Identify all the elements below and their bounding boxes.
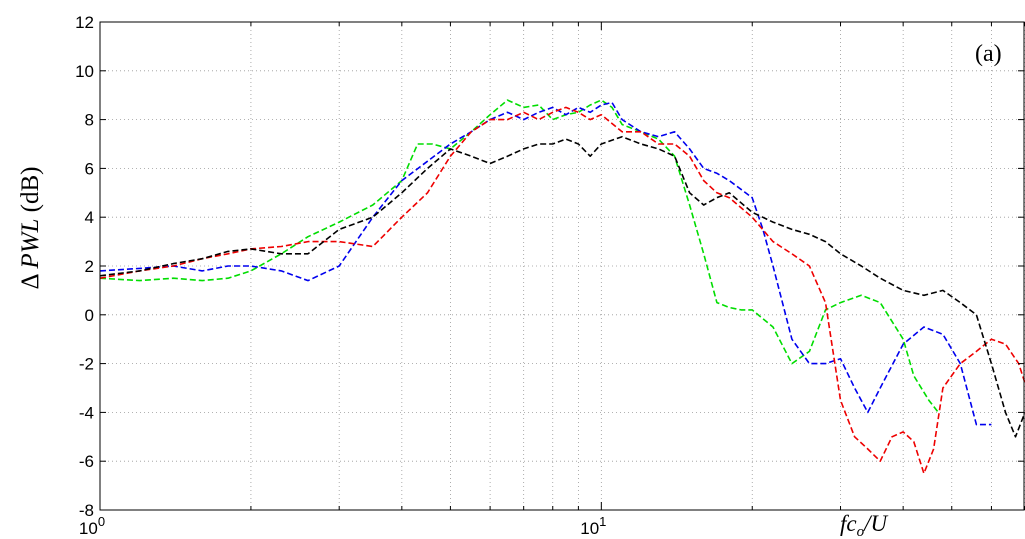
x-tick-label-0: 100 [79,514,105,538]
y-tick-label-4: 0 [85,306,94,325]
panel-label: (a) [975,41,1002,67]
y-tick-label-7: 6 [85,159,94,178]
y-tick-label-5: 2 [85,257,94,276]
y-tick-label-6: 4 [85,208,94,227]
x-axis-label: fco/U [840,511,888,539]
y-tick-label-8: 8 [85,111,94,130]
series-layer [99,99,1025,475]
x-axis-label-sub: o [857,524,865,539]
series-line-0 [99,99,939,413]
y-tick-label-3: -2 [79,355,94,374]
y-axis-label-suffix: (dB) [17,166,44,218]
y-axis: -8 -6 -4 -2 0 2 4 6 8 10 12 [75,13,1024,520]
y-tick-label-9: 10 [75,62,94,81]
y-axis-label-italic: PWL [17,219,44,270]
series-line-1 [99,101,992,426]
y-axis-label-prefix: Δ [17,269,44,290]
y-axis-label: Δ PWL (dB) [17,166,44,289]
y-tick-label-1: -6 [79,452,94,471]
y-tick-label-0: -8 [79,501,94,520]
x-axis-label-rest: /U [862,511,888,536]
x-axis: 100 101 [79,22,1025,538]
x-axis-label-base: fc [840,511,857,536]
series-line-2 [99,106,1025,475]
series-line-3 [99,135,1025,438]
x-tick-label-1: 101 [580,514,606,538]
y-tick-label-10: 12 [75,13,94,32]
y-tick-label-2: -4 [79,403,94,422]
